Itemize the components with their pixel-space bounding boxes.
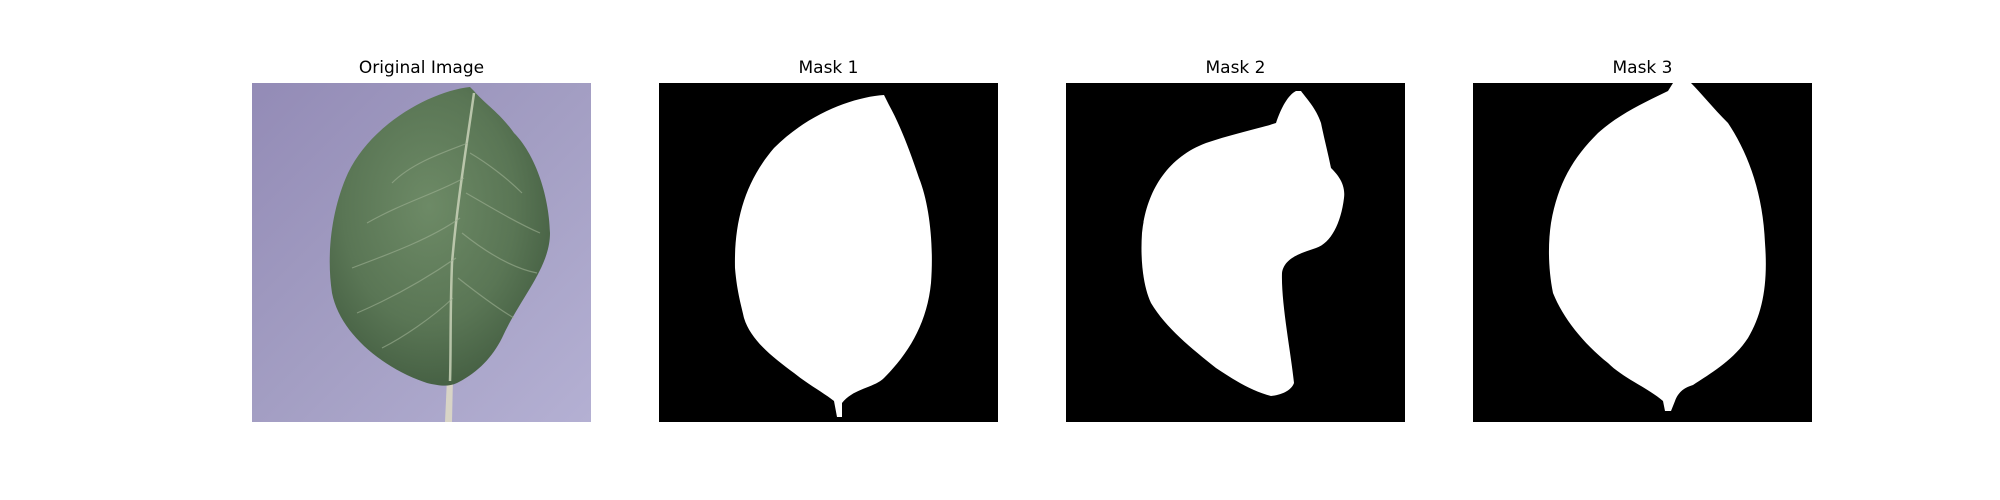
mask-1-image bbox=[659, 83, 998, 422]
panel-mask-3: Mask 3 bbox=[1473, 56, 1812, 422]
panel-title: Mask 1 bbox=[798, 58, 859, 78]
mask-3-image bbox=[1473, 83, 1812, 422]
leaf-veins bbox=[351, 142, 541, 349]
mask-2-image bbox=[1066, 83, 1405, 422]
panel-mask-2: Mask 2 bbox=[1066, 56, 1405, 422]
original-leaf-photo bbox=[252, 83, 591, 422]
panel-title: Mask 2 bbox=[1205, 58, 1266, 78]
leaf-mask bbox=[734, 95, 932, 417]
leaf bbox=[329, 87, 550, 386]
panel-title: Original Image bbox=[358, 58, 485, 78]
panel-original-image: Original Image bbox=[252, 56, 591, 422]
leaf-stem bbox=[445, 378, 453, 422]
leaf-mask bbox=[1548, 83, 1766, 411]
leaf-midrib bbox=[448, 92, 476, 382]
panel-mask-1: Mask 1 bbox=[659, 56, 998, 422]
leaf-mask bbox=[1141, 91, 1345, 396]
panel-title: Mask 3 bbox=[1612, 58, 1673, 78]
